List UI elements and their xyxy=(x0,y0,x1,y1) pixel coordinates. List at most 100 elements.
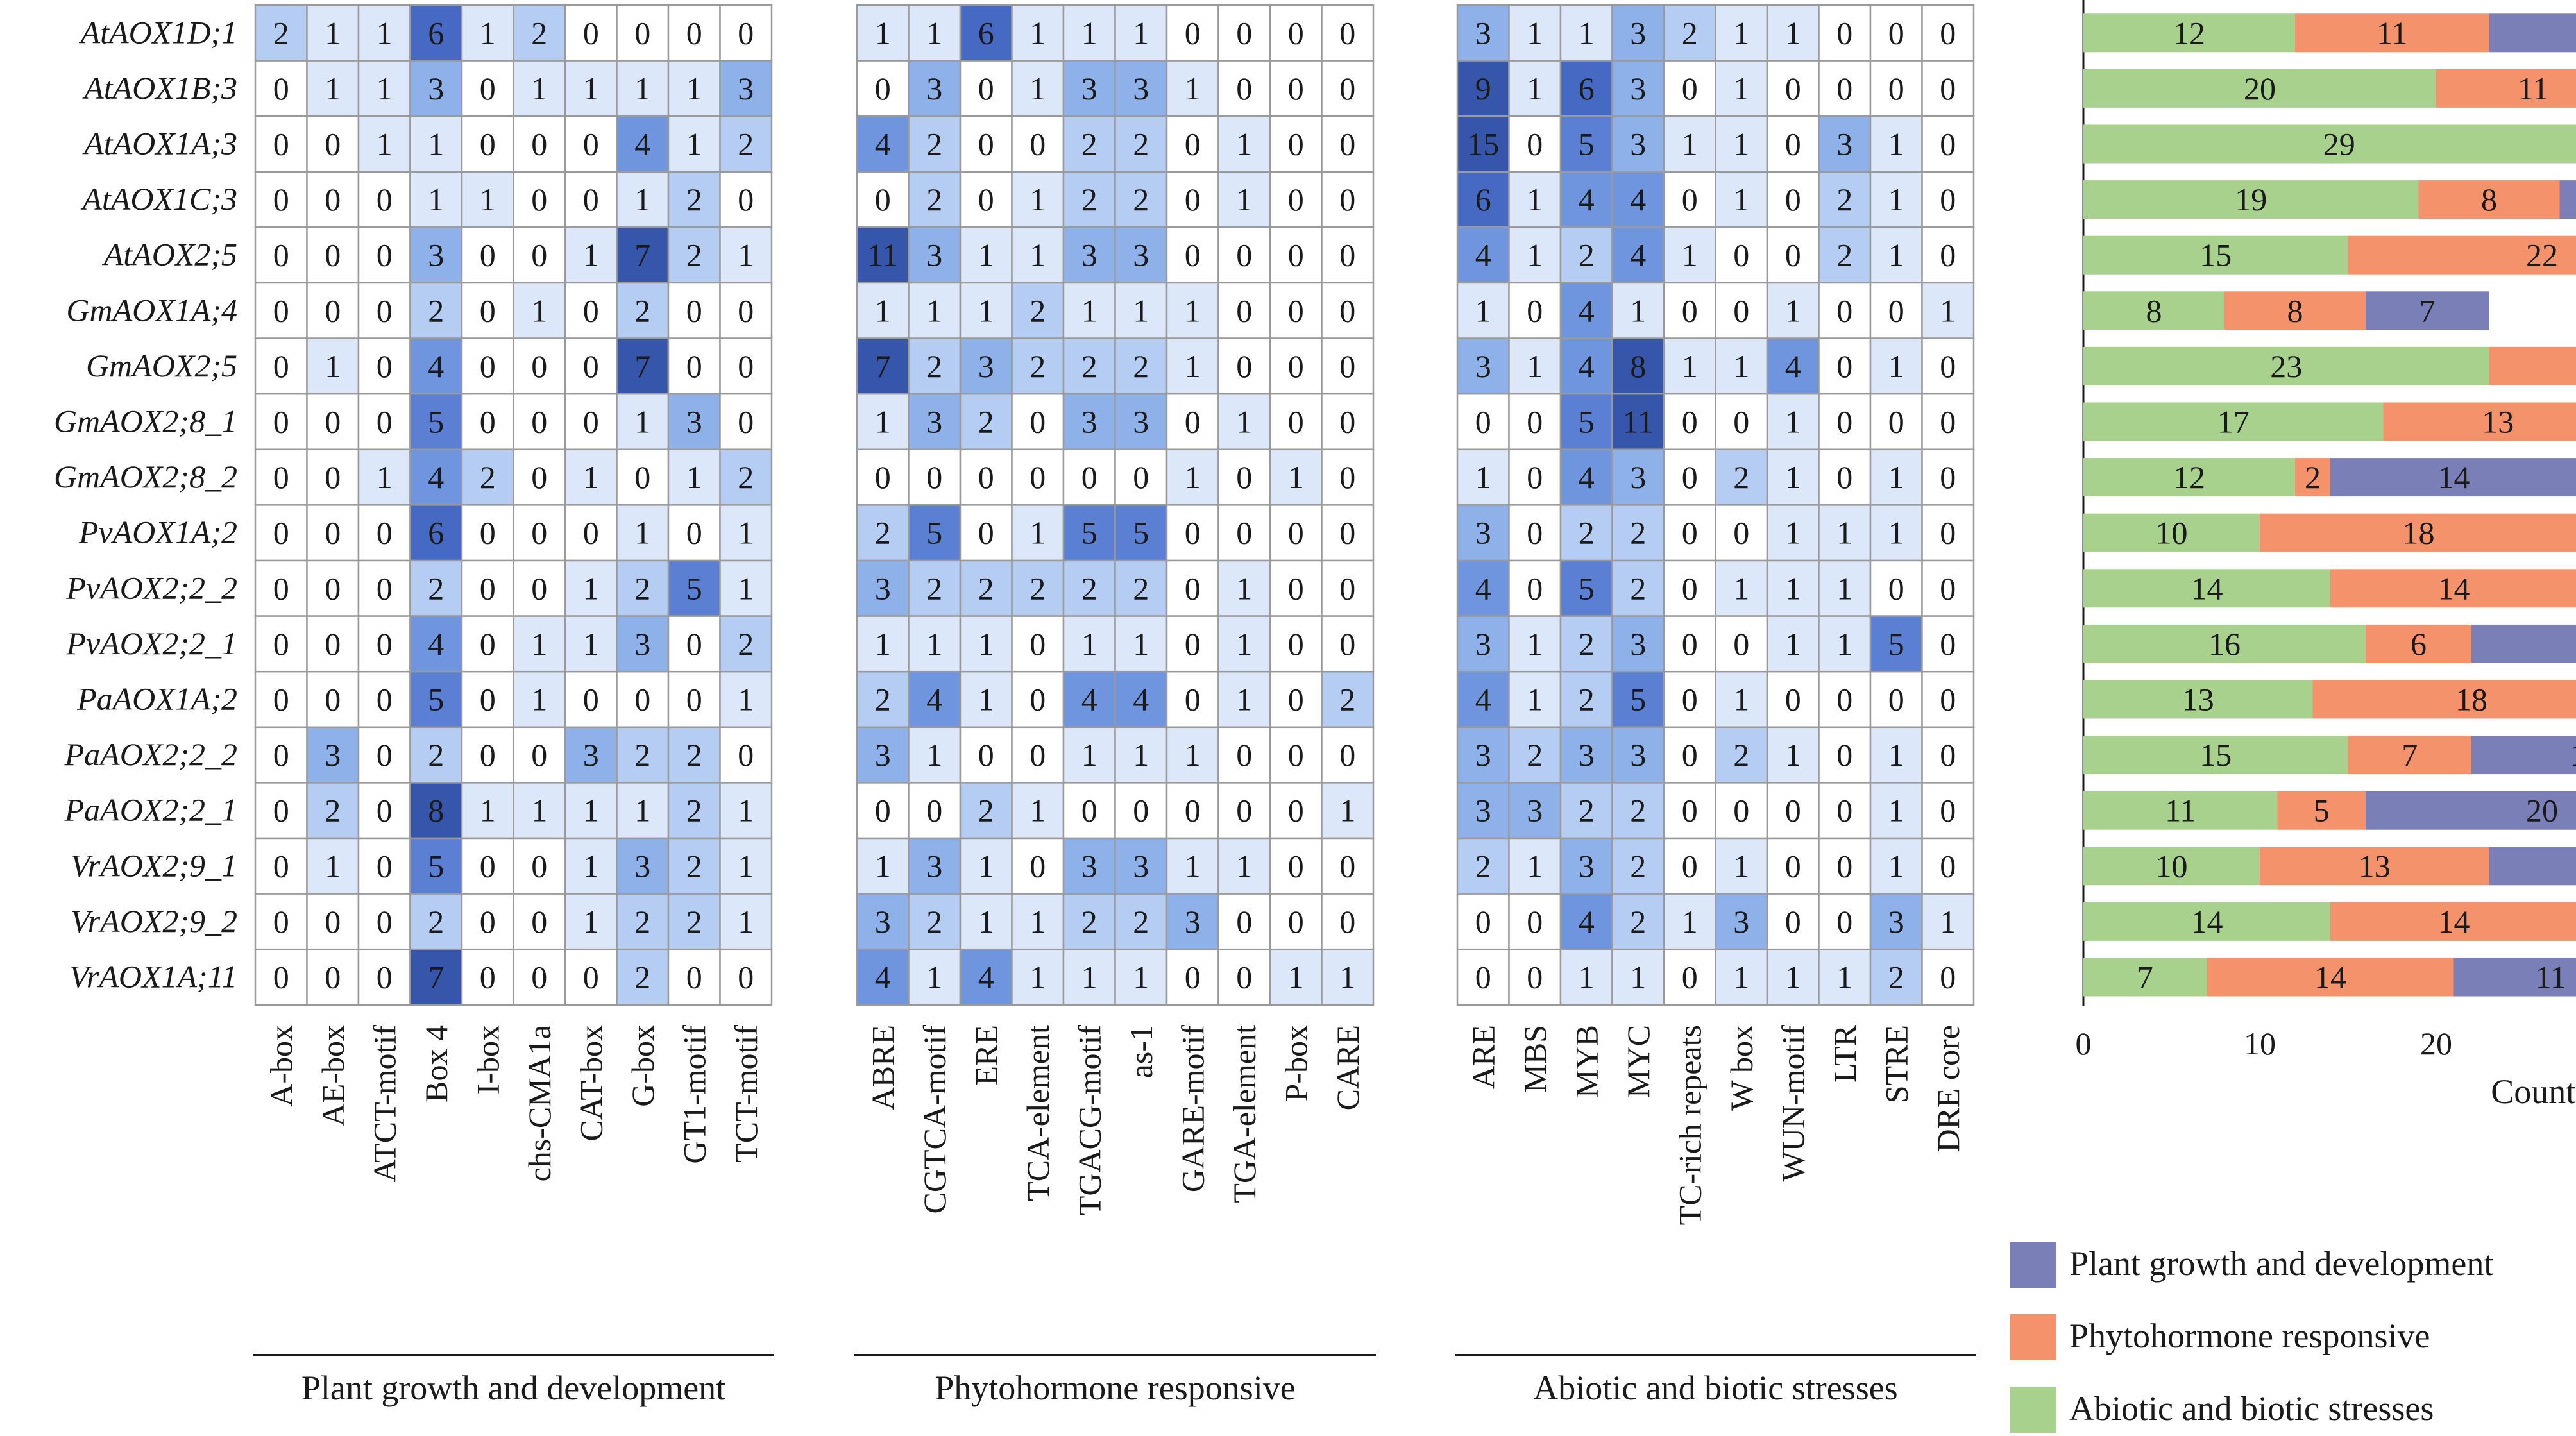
row-label-pvaox2-2-2: PvAOX2;2_2 xyxy=(65,570,237,605)
column-label-dre-core: DRE core xyxy=(1930,1025,1966,1153)
heat-cell-value: 0 xyxy=(1682,292,1698,328)
group-label: Abiotic and biotic stresses xyxy=(1533,1369,1897,1407)
heat-cell-value: 0 xyxy=(377,682,393,718)
bar-value-label: 13 xyxy=(2482,404,2514,440)
heat-cell-value: 4 xyxy=(1785,348,1801,384)
heat-cell-value: 2 xyxy=(1081,570,1097,606)
heatmap-panels: AtAOX1D;1AtAOX1B;3AtAOX1A;3AtAOX1C;3AtAO… xyxy=(54,5,1976,1407)
heat-cell-value: 0 xyxy=(480,292,496,328)
heat-cell-value: 0 xyxy=(1185,682,1201,718)
column-label-care: CARE xyxy=(1330,1025,1366,1110)
heat-cell-value: 2 xyxy=(428,570,444,606)
heat-cell-value: 1 xyxy=(634,71,650,106)
heat-cell-value: 2 xyxy=(428,292,444,328)
heat-cell-value: 15 xyxy=(1467,126,1499,162)
heat-cell-value: 1 xyxy=(325,348,341,384)
heat-cell-value: 2 xyxy=(686,793,702,829)
heat-cell-value: 1 xyxy=(1185,71,1201,106)
heat-cell-value: 0 xyxy=(686,959,702,995)
heat-cell-value: 0 xyxy=(1682,737,1698,773)
heat-cell-value: 1 xyxy=(1888,126,1904,162)
heat-cell-value: 0 xyxy=(1527,404,1543,440)
heat-cell-value: 6 xyxy=(428,515,444,551)
heat-cell-value: 0 xyxy=(480,515,496,551)
heat-cell-value: 0 xyxy=(875,182,891,217)
heat-cell-value: 3 xyxy=(1630,71,1646,106)
heat-cell-value: 0 xyxy=(480,126,496,162)
heat-cell-value: 0 xyxy=(1133,459,1149,495)
heat-cell-value: 0 xyxy=(738,292,754,328)
heat-cell-value: 1 xyxy=(1682,237,1698,273)
heat-cell-value: 1 xyxy=(1785,15,1801,51)
heat-cell-value: 0 xyxy=(1288,737,1304,773)
heat-cell-value: 0 xyxy=(377,793,393,829)
heat-cell-value: 1 xyxy=(1236,404,1252,440)
heat-cell-value: 0 xyxy=(1940,959,1956,995)
heat-cell-value: 0 xyxy=(1527,515,1543,551)
column-label-w-box: W box xyxy=(1724,1025,1759,1111)
heat-cell-value: 1 xyxy=(1339,793,1355,829)
heat-cell-value: 0 xyxy=(583,682,599,718)
heat-cell-value: 1 xyxy=(1733,348,1749,384)
heat-cell-value: 1 xyxy=(1888,348,1904,384)
row-label-pvaox2-2-1: PvAOX2;2_1 xyxy=(65,625,237,661)
heat-cell-value: 0 xyxy=(1288,348,1304,384)
heat-cell-value: 2 xyxy=(926,126,942,162)
heat-cell-value: 4 xyxy=(1579,348,1595,384)
heat-cell-value: 0 xyxy=(1940,71,1956,106)
heat-cell-value: 1 xyxy=(1081,737,1097,773)
heat-cell-value: 2 xyxy=(1527,737,1543,773)
heat-cell-value: 0 xyxy=(273,71,289,106)
heat-cell-value: 1 xyxy=(738,793,754,829)
heat-cell-value: 0 xyxy=(978,515,994,551)
column-label-myc: MYC xyxy=(1620,1025,1656,1098)
heat-cell-value: 1 xyxy=(583,71,599,106)
heat-cell-value: 0 xyxy=(1733,237,1749,273)
heat-cell-value: 0 xyxy=(1081,459,1097,495)
heat-cell-value: 0 xyxy=(1236,292,1252,328)
heat-cell-value: 0 xyxy=(1288,126,1304,162)
heat-cell-value: 1 xyxy=(1888,737,1904,773)
heat-cell-value: 0 xyxy=(531,237,547,273)
heat-cell-value: 2 xyxy=(1579,793,1595,829)
heat-cell-value: 0 xyxy=(325,959,341,995)
heat-cell-value: 0 xyxy=(1888,682,1904,718)
heat-cell-value: 4 xyxy=(1133,682,1149,718)
column-label-box-4: Box 4 xyxy=(418,1025,454,1102)
heat-cell-value: 0 xyxy=(686,292,702,328)
heat-cell-value: 2 xyxy=(634,292,650,328)
heat-cell-value: 5 xyxy=(686,570,702,606)
heat-cell-value: 1 xyxy=(1836,570,1852,606)
bar-value-label: 15 xyxy=(2199,237,2232,273)
bar-value-label: 19 xyxy=(2235,182,2267,217)
heat-cell-value: 1 xyxy=(1185,459,1201,495)
heat-cell-value: 2 xyxy=(1630,793,1646,829)
heat-cell-value: 8 xyxy=(1630,348,1646,384)
heat-cell-value: 1 xyxy=(686,71,702,106)
bar-value-label: 12 xyxy=(2173,459,2205,495)
heat-cell-value: 0 xyxy=(1527,459,1543,495)
heat-cell-value: 1 xyxy=(1940,904,1956,940)
heat-cell-value: 2 xyxy=(1339,682,1355,718)
heat-cell-value: 1 xyxy=(1888,793,1904,829)
heat-cell-value: 0 xyxy=(583,292,599,328)
heat-cell-value: 0 xyxy=(1288,848,1304,884)
column-label-mbs: MBS xyxy=(1517,1025,1553,1093)
heat-cell-value: 3 xyxy=(428,237,444,273)
heat-cell-value: 1 xyxy=(1682,126,1698,162)
heat-cell-value: 0 xyxy=(978,459,994,495)
heat-cell-value: 1 xyxy=(1785,626,1801,662)
group-label: Plant growth and development xyxy=(301,1369,725,1407)
heat-cell-value: 0 xyxy=(1785,237,1801,273)
heat-cell-value: 3 xyxy=(1630,737,1646,773)
heat-cell-value: 1 xyxy=(1785,459,1801,495)
x-tick-label: 20 xyxy=(2420,1026,2452,1061)
heat-cell-value: 3 xyxy=(875,737,891,773)
heat-cell-value: 2 xyxy=(875,515,891,551)
heat-cell-value: 0 xyxy=(273,904,289,940)
heat-cell-value: 1 xyxy=(875,848,891,884)
column-label-a-box: A-box xyxy=(263,1025,299,1107)
heat-cell-value: 2 xyxy=(1081,182,1097,217)
heat-cell-value: 0 xyxy=(1682,459,1698,495)
heat-cell-value: 0 xyxy=(1030,848,1046,884)
